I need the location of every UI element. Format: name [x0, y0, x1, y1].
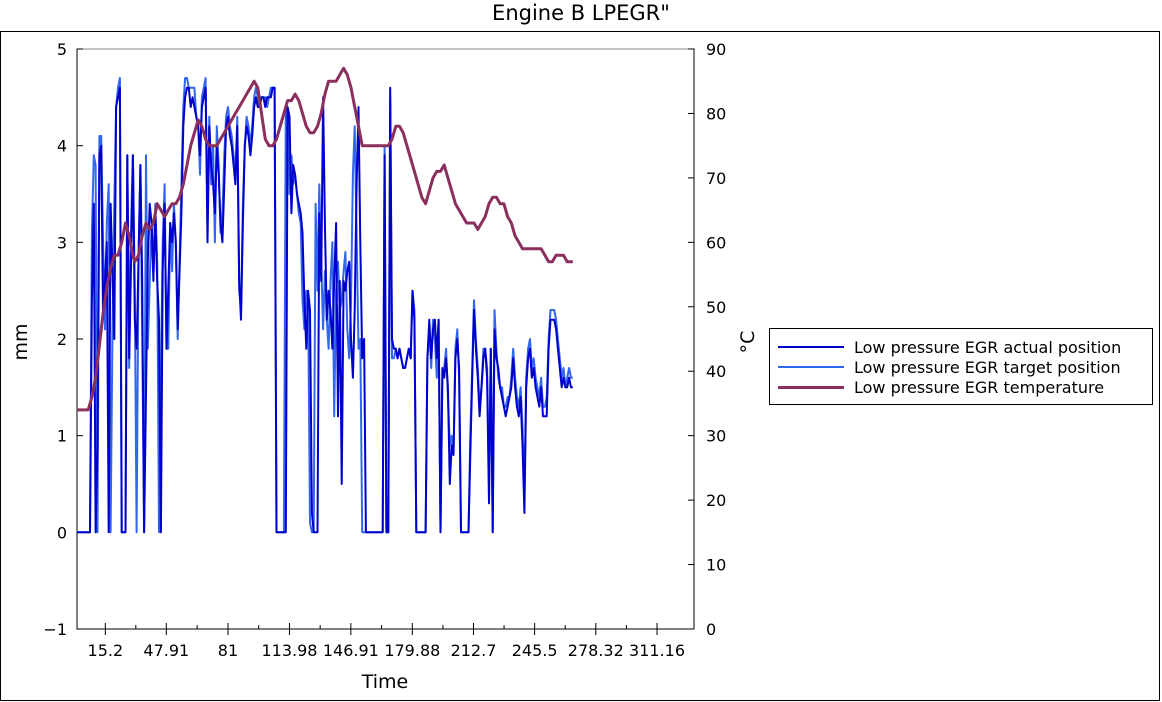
x-axis-label: Time: [361, 671, 409, 693]
legend-swatch-temperature: [778, 385, 844, 389]
right-y-axis-label: °C: [737, 331, 759, 354]
series-lines: [77, 66, 573, 534]
right-y-tick-label: 90: [706, 40, 726, 59]
right-y-tick-label: 60: [706, 233, 726, 252]
left-y-tick-label: 5: [57, 40, 67, 59]
series-line-target-position: [77, 77, 573, 534]
x-tick-label: 15.2: [88, 641, 124, 660]
left-y-axis-label: mm: [10, 323, 32, 360]
legend-label-actual-position: Low pressure EGR actual position: [854, 337, 1122, 357]
x-tick-label: 113.98: [261, 641, 317, 660]
right-y-tick-label: 40: [706, 362, 726, 381]
x-axis-ticks: 15.2 47.91 81 113.98 146.91 179.88 212.7 245.5 2…: [88, 623, 685, 660]
series-line-temperature: [77, 66, 573, 412]
legend-item-target-position: Low pressure EGR target position: [778, 357, 1121, 377]
right-y-tick-label: 80: [706, 104, 726, 123]
x-tick-label: 47.91: [143, 641, 189, 660]
right-y-tick-label: 10: [706, 556, 726, 575]
left-y-tick-label: 1: [57, 427, 67, 446]
right-y-axis-ticks: 0 10 20 30 40 50 60 70 80 90: [688, 40, 726, 639]
chart-title: Engine B LPEGR": [492, 1, 670, 25]
left-y-tick-label: 0: [57, 523, 67, 542]
right-y-tick-label: 30: [706, 427, 726, 446]
series-line-actual-position: [77, 86, 573, 534]
right-y-tick-label: 0: [706, 620, 716, 639]
left-y-tick-label: 2: [57, 330, 67, 349]
x-tick-label: 146.91: [323, 641, 379, 660]
x-tick-label: 212.7: [451, 641, 497, 660]
x-tick-label: 81: [218, 641, 238, 660]
left-y-tick-label: 4: [57, 137, 67, 156]
legend-item-temperature: Low pressure EGR temperature: [778, 377, 1104, 397]
legend-item-actual-position: Low pressure EGR actual position: [778, 337, 1121, 357]
right-y-tick-label: 20: [706, 491, 726, 510]
right-y-tick-label: 50: [706, 298, 726, 317]
left-y-tick-label: 3: [57, 233, 67, 252]
left-y-tick-label: −1: [43, 620, 67, 639]
right-y-tick-label: 70: [706, 169, 726, 188]
x-tick-label: 179.88: [384, 641, 440, 660]
chart-frame: [0, 31, 1160, 701]
x-tick-label: 311.16: [629, 641, 685, 660]
legend-label-target-position: Low pressure EGR target position: [854, 357, 1121, 377]
chart-legend: Low pressure EGR actual position Low pre…: [769, 328, 1153, 405]
left-y-axis-ticks: −1 0 1 2 3 4 5: [43, 40, 83, 639]
legend-swatch-actual-position: [778, 346, 844, 348]
x-tick-label: 245.5: [512, 641, 558, 660]
legend-label-temperature: Low pressure EGR temperature: [854, 377, 1105, 397]
legend-swatch-target-position: [778, 366, 844, 368]
x-tick-label: 278.32: [568, 641, 624, 660]
